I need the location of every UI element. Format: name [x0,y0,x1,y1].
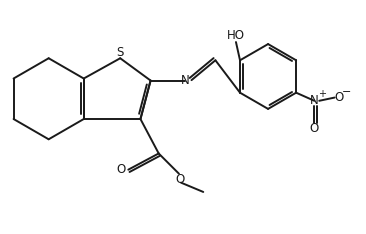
Text: O: O [117,163,126,176]
Text: N: N [310,94,319,107]
Text: −: − [342,87,351,97]
Text: S: S [116,47,124,59]
Text: +: + [318,89,326,99]
Text: O: O [310,122,319,135]
Text: O: O [176,173,185,186]
Text: N: N [181,74,189,87]
Text: HO: HO [227,29,245,43]
Text: O: O [335,91,344,104]
